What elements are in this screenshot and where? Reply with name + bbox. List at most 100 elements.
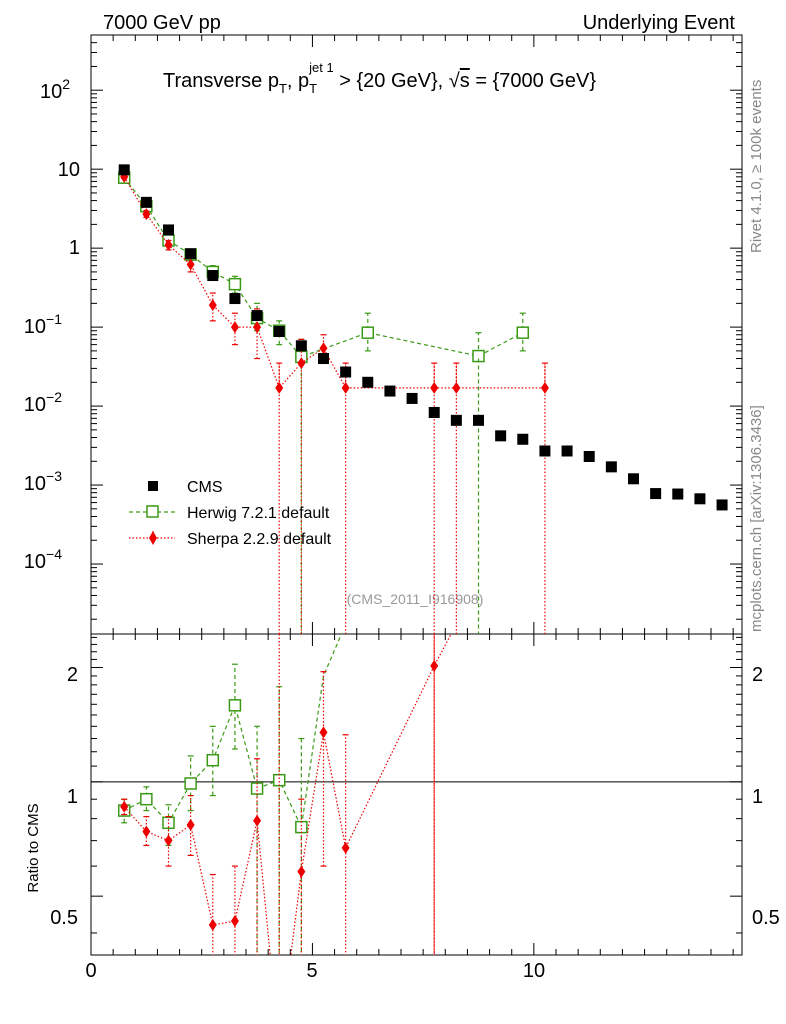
ytick-label-1: 1 [69,237,80,259]
title-sub1: T [279,81,287,96]
sherpa-point [164,238,173,251]
ratio-sherpa-point [120,800,129,813]
ratio-herwig-point [250,782,264,795]
sherpa-point [230,321,239,334]
ytick-1e-1-base: 10 [24,316,46,338]
ratio-ylabel: Ratio to CMS [25,803,42,892]
cms-point [295,340,307,352]
cms-point [340,366,352,378]
mcplots-label: mcplots.cern.ch [arXiv:1306.3436] [748,405,765,632]
ratio-ytick-1-right: 1 [752,786,763,808]
ytick-1e2-base: 10 [40,81,62,103]
cms-point [318,353,329,365]
xtick-label-5: 5 [306,960,317,982]
header-right: Underlying Event [583,12,736,34]
plot-title: Transverse pT, pTjet 1 > {20 GeV}, √s = … [163,60,596,96]
cms-point [251,310,263,322]
axis-ticks [90,34,742,955]
title-sub2: T [309,81,317,96]
ratio-herwig-point [140,792,153,806]
cms-point [384,385,396,397]
legend-sherpa-marker [149,531,157,545]
title-mid1: , p [287,70,309,92]
herwig-point [228,277,242,291]
ratio-herwig-point [272,773,286,787]
cms-point [628,473,639,485]
ytick-1e2-exp: 2 [62,76,70,92]
cms-point [694,493,706,505]
cms-point [561,445,573,457]
ytick-label-1e-4: 10−4 [24,546,62,573]
ratio-ytick-2-left: 2 [67,664,78,686]
sherpa-point [186,258,195,271]
cms-point [450,414,462,426]
ratio-herwig-point [228,699,242,712]
ratio-herwig-point [206,753,220,767]
herwig-line [123,177,524,358]
sqrt-symbol: √ [449,70,460,92]
main-y-tick-labels: 102 10 1 10−1 10−2 10−3 10−4 [24,76,80,573]
ytick-1e-4-exp: −4 [46,546,62,562]
ytick-label-1e-3: 10−3 [24,468,62,495]
header-left: 7000 GeV pp [103,12,221,34]
ratio-sherpa-point [230,915,239,928]
cms-point [185,248,197,260]
ratio-plot-area [91,634,742,955]
legend-cms-label: CMS [187,479,223,496]
sherpa-point [319,342,328,355]
ytick-label-1e-1: 10−1 [24,311,62,338]
title-suffix: = {7000 GeV} [470,70,597,92]
ytick-label-1e2: 102 [40,76,70,103]
cms-point [473,414,484,426]
ratio-ytick-1-left: 1 [67,786,78,808]
legend-cms-marker [148,481,158,491]
ratio-sherpa-point [319,726,328,739]
sherpa-line [123,176,545,390]
ytick-label-1e-2: 10−2 [24,389,62,416]
sherpa-point [253,321,262,334]
ratio-ytick-05-right: 0.5 [752,907,780,929]
ratio-y-tick-labels: 2 1 0.5 2 1 0.5 [50,664,780,929]
cms-point [583,450,595,462]
ratio-herwig-point [295,820,308,834]
title-sup2: jet 1 [308,60,334,75]
cms-point [495,430,507,442]
cms-point [428,406,440,418]
ratio-sherpa-point [297,865,306,878]
cms-point [672,488,684,500]
cms-point [229,293,241,305]
ratio-sherpa-point [186,818,195,831]
cms-point [118,164,130,176]
cms-point [140,196,152,208]
title-sqrt-var: s [460,70,470,92]
herwig-point [361,326,375,339]
ytick-1e-3-base: 10 [24,473,46,495]
ytick-1e-4-base: 10 [24,551,46,573]
legend-herwig-marker [146,505,159,518]
ratio-sherpa-point [164,834,173,847]
legend-herwig-label: Herwig 7.2.1 default [187,505,330,522]
xtick-label-0: 0 [85,960,96,982]
legend: CMS Herwig 7.2.1 default Sherpa 2.2.9 de… [129,479,332,548]
cms-point [406,392,418,404]
ratio-sherpa-point [208,918,217,931]
ratio-sherpa-point [253,814,262,827]
ratio-sherpa-point [341,841,350,854]
ytick-1e-1-exp: −1 [46,311,62,327]
analysis-watermark: (CMS_2011_I916908) [347,591,484,607]
ratio-ytick-05-left: 0.5 [50,907,78,929]
legend-sherpa-label: Sherpa 2.2.9 default [187,531,332,548]
sherpa-point [208,299,217,312]
sherpa-point [142,208,151,221]
cms-point [163,224,174,236]
x-tick-labels: 0 5 10 [85,960,545,982]
rivet-label: Rivet 4.1.0, ≥ 100k events [748,80,765,253]
xtick-label-10: 10 [523,960,545,982]
ratio-panel-frame [90,633,743,956]
ytick-1e-3-exp: −3 [46,468,62,484]
cms-point [650,488,662,500]
main-plot-area [117,164,728,634]
ratio-herwig-line [123,634,343,830]
title-prefix: Transverse p [163,70,279,92]
